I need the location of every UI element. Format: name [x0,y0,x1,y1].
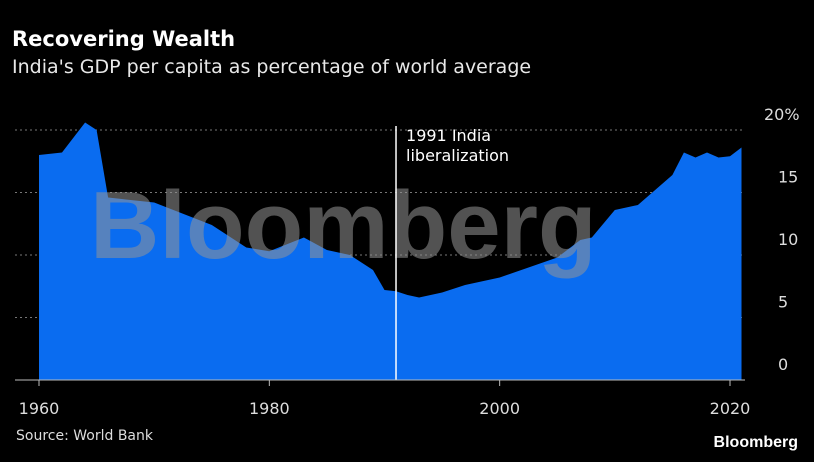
y-tick-label: 10 [778,230,798,249]
y-tick-label: 0 [778,355,788,374]
y-tick-label: 15 [778,168,798,187]
gdp-area [39,122,742,380]
annotation-text-line1: 1991 India [406,126,491,145]
chart-subtitle: India's GDP per capita as percentage of … [12,56,532,78]
chart-title: Recovering Wealth [12,27,236,51]
y-tick-label: 20% [764,105,800,124]
x-tick-label: 2000 [479,399,520,418]
y-tick-label: 5 [778,293,788,312]
x-tick-label: 1960 [19,399,60,418]
annotation-text-line2: liberalization [406,146,509,165]
x-tick-label: 2020 [710,399,751,418]
source-note: Source: World Bank [16,428,153,444]
x-tick-label: 1980 [249,399,290,418]
bloomberg-logo: Bloomberg [713,434,798,451]
bloomberg-watermark: Bloomberg [90,172,597,279]
